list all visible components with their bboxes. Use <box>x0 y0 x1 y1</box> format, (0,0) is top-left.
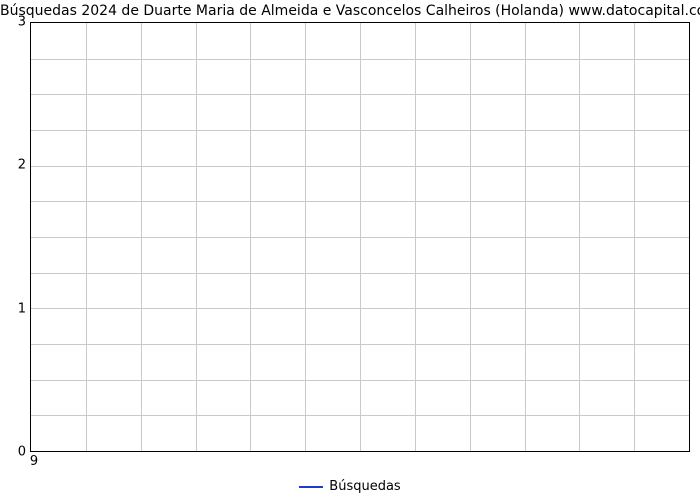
gridline-v <box>415 23 416 451</box>
gridline-v <box>360 23 361 451</box>
gridline-h <box>31 344 689 345</box>
gridline-v <box>634 23 635 451</box>
gridline-v <box>579 23 580 451</box>
gridline-v <box>250 23 251 451</box>
legend-swatch <box>299 486 323 488</box>
gridline-v <box>525 23 526 451</box>
gridline-h <box>31 59 689 60</box>
chart-title: Búsquedas 2024 de Duarte Maria de Almeid… <box>0 3 700 19</box>
y-tick-label: 1 <box>10 301 26 316</box>
legend: Búsquedas <box>0 479 700 494</box>
y-tick-label: 3 <box>10 15 26 30</box>
x-tick-label: 9 <box>30 454 38 469</box>
gridline-v <box>141 23 142 451</box>
gridline-h <box>31 415 689 416</box>
gridline-h <box>31 380 689 381</box>
legend-label: Búsquedas <box>329 479 400 494</box>
gridline-v <box>86 23 87 451</box>
gridline-h <box>31 94 689 95</box>
gridline-v <box>196 23 197 451</box>
gridline-h <box>31 308 689 309</box>
gridline-h <box>31 130 689 131</box>
gridline-v <box>305 23 306 451</box>
y-tick-label: 2 <box>10 158 26 173</box>
gridlines-vertical <box>31 23 689 451</box>
gridline-h <box>31 237 689 238</box>
gridline-v <box>470 23 471 451</box>
gridlines-horizontal <box>31 23 689 451</box>
gridline-h <box>31 273 689 274</box>
y-tick-label: 0 <box>10 445 26 460</box>
gridline-h <box>31 201 689 202</box>
gridline-h <box>31 166 689 167</box>
plot-area <box>30 22 690 452</box>
